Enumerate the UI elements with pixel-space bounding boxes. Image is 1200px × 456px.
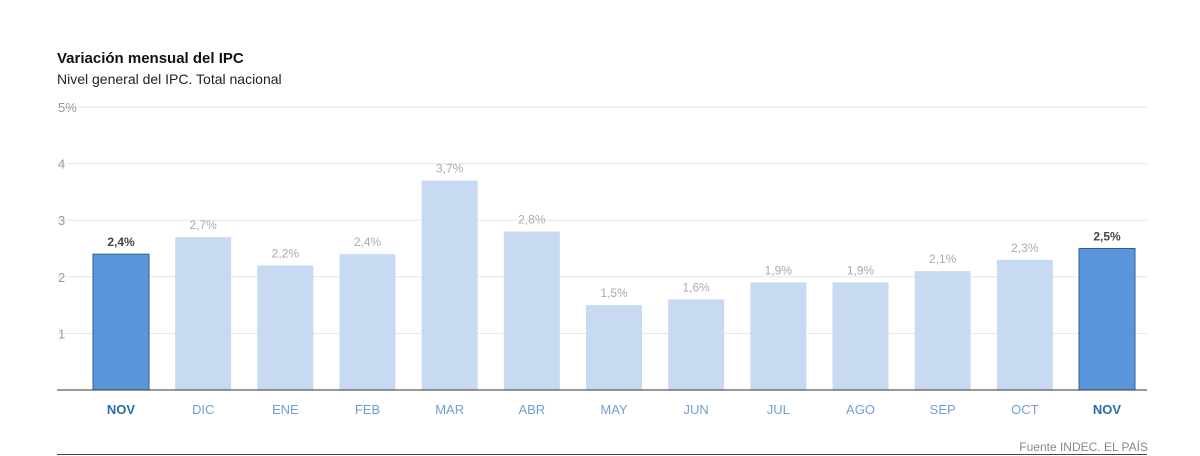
bars bbox=[92, 180, 1136, 391]
bar bbox=[257, 265, 314, 390]
data-label: 2,2% bbox=[272, 246, 300, 260]
bar bbox=[339, 254, 396, 390]
bar bbox=[421, 180, 478, 390]
chart-subtitle: Nivel general del IPC. Total nacional bbox=[57, 71, 282, 87]
chart-title: Variación mensual del IPC bbox=[57, 50, 244, 67]
bottom-divider bbox=[57, 454, 1147, 455]
y-tick-label: 2 bbox=[58, 270, 65, 285]
data-label: 1,5% bbox=[600, 286, 628, 300]
bar bbox=[832, 282, 889, 390]
x-tick-label: MAY bbox=[600, 402, 628, 417]
data-label: 2,7% bbox=[189, 218, 217, 232]
y-tick-label: 1 bbox=[58, 326, 65, 341]
x-tick-label: SEP bbox=[930, 402, 956, 417]
y-tick-label: 3 bbox=[58, 213, 65, 228]
data-label: 2,4% bbox=[107, 235, 135, 249]
bar bbox=[503, 231, 560, 390]
bar bbox=[1078, 248, 1136, 391]
data-labels: 2,4% 2,7% 2,2% 2,4% 3,7% 2,8% 1,5% 1,6% 1,9% 1,9%… bbox=[107, 162, 1121, 301]
data-label: 2,4% bbox=[354, 235, 382, 249]
bar bbox=[996, 259, 1053, 390]
x-tick-label: FEB bbox=[355, 402, 380, 417]
data-label: 1,6% bbox=[682, 280, 710, 294]
data-label: 3,7% bbox=[436, 162, 464, 176]
data-label: 2,1% bbox=[929, 252, 957, 266]
x-tick-label: DIC bbox=[192, 402, 214, 417]
bar bbox=[750, 282, 807, 390]
y-tick-label: 5% bbox=[58, 100, 77, 115]
bar bbox=[92, 253, 150, 391]
x-tick-label: NOV bbox=[1093, 402, 1122, 417]
data-label: 2,8% bbox=[518, 213, 546, 227]
bar bbox=[586, 305, 642, 390]
bar bbox=[175, 237, 232, 390]
x-tick-label: OCT bbox=[1011, 402, 1039, 417]
x-tick-label: NOV bbox=[107, 402, 136, 417]
x-tick-label: AGO bbox=[846, 402, 875, 417]
x-tick-label: JUN bbox=[684, 402, 709, 417]
bar bbox=[668, 299, 725, 390]
x-tick-label: ABR bbox=[518, 402, 545, 417]
data-label: 1,9% bbox=[765, 263, 793, 277]
x-tick-label: MAR bbox=[435, 402, 464, 417]
y-tick-label: 4 bbox=[58, 157, 65, 172]
bar bbox=[914, 271, 971, 390]
data-label: 2,5% bbox=[1093, 230, 1121, 244]
source-note: Fuente INDEC. EL PAÍS bbox=[1019, 440, 1148, 454]
y-axis-ticks: 1 2 3 4 5% bbox=[58, 100, 77, 341]
x-tick-label: ENE bbox=[272, 402, 299, 417]
data-label: 1,9% bbox=[847, 263, 875, 277]
data-label: 2,3% bbox=[1011, 241, 1039, 255]
x-axis-labels: NOV DIC ENE FEB MAR ABR MAY JUN JUL AGO SEP OCT NOV bbox=[107, 402, 1122, 417]
x-tick-label: JUL bbox=[767, 402, 790, 417]
